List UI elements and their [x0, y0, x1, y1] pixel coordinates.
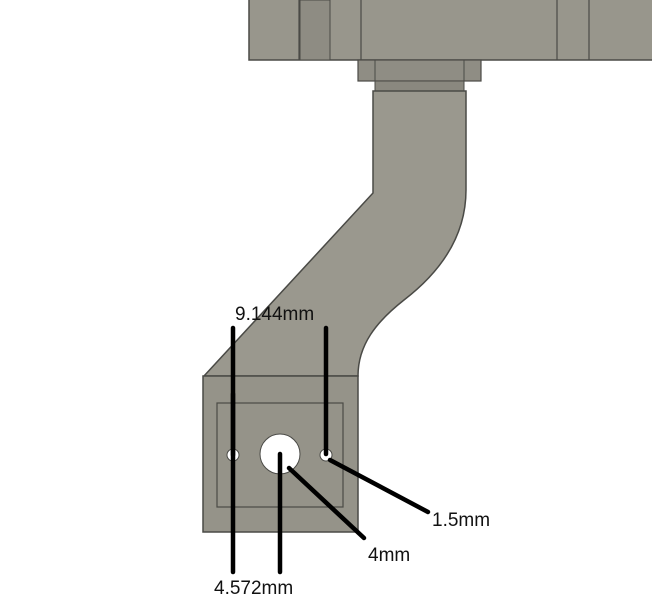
dimension-label-9144: 9.144mm [235, 304, 314, 325]
dimension-label-15mm: 1.5mm [432, 510, 490, 531]
leader-small-hole [327, 457, 431, 515]
collar-upper [357, 59, 482, 82]
dimension-label-4572: 4.572mm [214, 578, 293, 598]
collar-lower [374, 80, 465, 92]
leader-large-hole [286, 465, 367, 541]
dimension-lines [230, 325, 431, 575]
neck-collar [357, 59, 482, 92]
dimension-label-4mm: 4mm [368, 545, 410, 566]
housing-rib [299, 0, 331, 61]
top-housing [248, 0, 652, 61]
bracket-arm [202, 90, 467, 377]
